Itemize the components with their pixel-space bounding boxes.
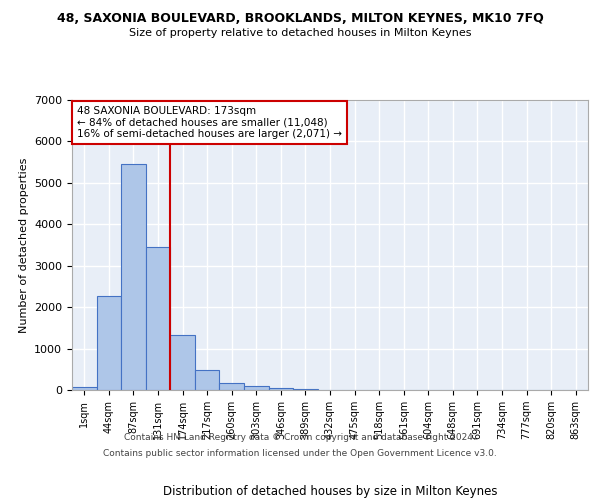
Bar	[146, 247, 170, 390]
Bar	[195, 370, 220, 390]
Text: 48, SAXONIA BOULEVARD, BROOKLANDS, MILTON KEYNES, MK10 7FQ: 48, SAXONIA BOULEVARD, BROOKLANDS, MILTO…	[56, 12, 544, 26]
Bar	[72, 386, 97, 390]
Text: Distribution of detached houses by size in Milton Keynes: Distribution of detached houses by size …	[163, 484, 497, 498]
Bar	[170, 336, 195, 390]
Bar	[293, 389, 318, 390]
Text: Contains public sector information licensed under the Open Government Licence v3: Contains public sector information licen…	[103, 448, 497, 458]
Bar	[97, 296, 121, 390]
Bar	[220, 383, 244, 390]
Text: Size of property relative to detached houses in Milton Keynes: Size of property relative to detached ho…	[129, 28, 471, 38]
Bar	[269, 388, 293, 390]
Text: Contains HM Land Registry data © Crown copyright and database right 2024.: Contains HM Land Registry data © Crown c…	[124, 434, 476, 442]
Bar	[244, 386, 269, 390]
Bar	[121, 164, 146, 390]
Text: 48 SAXONIA BOULEVARD: 173sqm
← 84% of detached houses are smaller (11,048)
16% o: 48 SAXONIA BOULEVARD: 173sqm ← 84% of de…	[77, 106, 342, 139]
Y-axis label: Number of detached properties: Number of detached properties	[19, 158, 29, 332]
